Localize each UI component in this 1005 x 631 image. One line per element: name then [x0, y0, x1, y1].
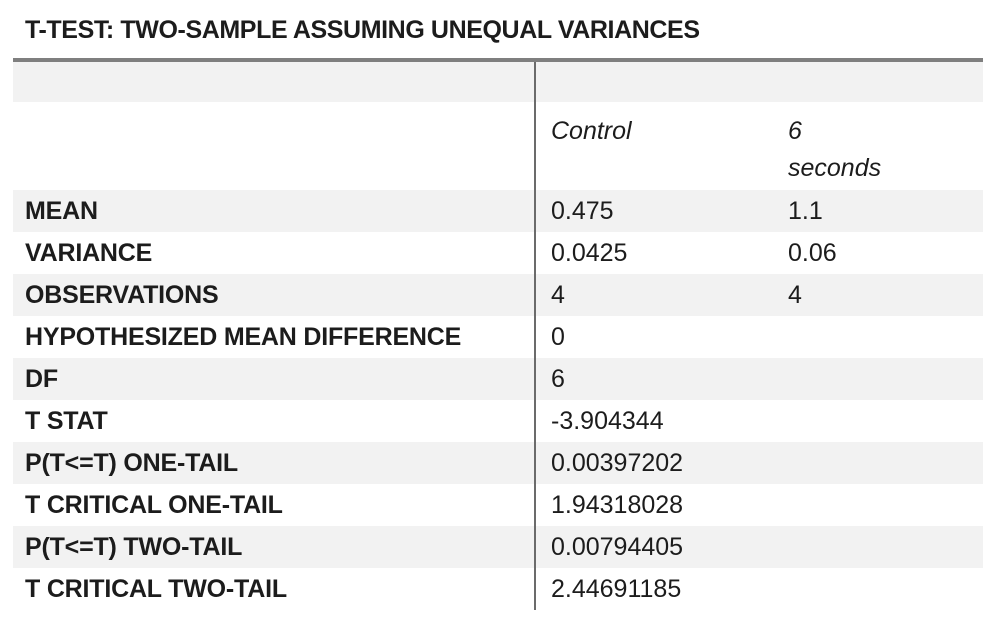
table-row-observations: OBSERVATIONS 4 4 — [13, 274, 983, 316]
row-label: VARIANCE — [13, 232, 536, 274]
value-control: 0.0425 — [551, 238, 628, 267]
value-control: 0.00794405 — [551, 532, 684, 561]
value-6-seconds — [788, 526, 983, 568]
value-control: 0.00397202 — [551, 448, 684, 477]
spacer-cell — [536, 62, 788, 102]
value-6-seconds — [788, 442, 983, 484]
row-label: OBSERVATIONS — [13, 274, 536, 316]
row-label: P(T<=T) TWO-TAIL — [13, 526, 536, 568]
column-header-6-seconds: 6 seconds — [788, 102, 983, 190]
header-label-cell — [13, 102, 536, 190]
value-6-seconds — [788, 400, 983, 442]
row-label: T STAT — [13, 400, 536, 442]
row-label: T CRITICAL ONE-TAIL — [13, 484, 536, 526]
value-control: 4 — [551, 280, 565, 309]
value-control: 2.44691185 — [551, 574, 682, 603]
table-row-t-critical-one-tail: T CRITICAL ONE-TAIL 1.94318028 — [13, 484, 983, 526]
table-row-mean: MEAN 0.475 1.1 — [13, 190, 983, 232]
table-row-hypothesized-mean-difference: HYPOTHESIZED MEAN DIFFERENCE 0 — [13, 316, 983, 358]
table-row-p-two-tail: P(T<=T) TWO-TAIL 0.00794405 — [13, 526, 983, 568]
value-6-seconds — [788, 484, 983, 526]
t-test-results-table: Control 6 seconds MEAN 0.475 1.1 VARIANC… — [13, 58, 983, 610]
column-header-control: Control — [551, 117, 632, 145]
value-6-seconds — [788, 358, 983, 400]
spacer-label-cell — [13, 62, 536, 102]
table-row-t-critical-two-tail: T CRITICAL TWO-TAIL 2.44691185 — [13, 568, 983, 610]
value-6-seconds: 0.06 — [788, 238, 837, 267]
value-control: 0.475 — [551, 196, 614, 225]
row-label: P(T<=T) ONE-TAIL — [13, 442, 536, 484]
value-control: -3.904344 — [551, 406, 664, 435]
value-6-seconds — [788, 316, 983, 358]
spacer-cell — [788, 62, 983, 102]
table-header-row: Control 6 seconds — [13, 102, 983, 190]
table-row-spacer — [13, 62, 983, 102]
row-label: MEAN — [13, 190, 536, 232]
value-6-seconds: 1.1 — [788, 196, 823, 225]
value-control: 6 — [551, 364, 565, 393]
row-label: T CRITICAL TWO-TAIL — [13, 568, 536, 610]
table-row-p-one-tail: P(T<=T) ONE-TAIL 0.00397202 — [13, 442, 983, 484]
table-row-variance: VARIANCE 0.0425 0.06 — [13, 232, 983, 274]
page-title: T-TEST: TWO-SAMPLE ASSUMING UNEQUAL VARI… — [25, 16, 700, 44]
column-header-6-seconds-text: 6 seconds — [788, 117, 882, 182]
row-label: DF — [13, 358, 536, 400]
value-control: 1.94318028 — [551, 490, 684, 519]
table-row-df: DF 6 — [13, 358, 983, 400]
value-control: 0 — [551, 322, 565, 351]
value-6-seconds: 4 — [788, 280, 802, 309]
value-6-seconds — [788, 568, 983, 610]
row-label: HYPOTHESIZED MEAN DIFFERENCE — [13, 316, 536, 358]
table-row-t-stat: T STAT -3.904344 — [13, 400, 983, 442]
